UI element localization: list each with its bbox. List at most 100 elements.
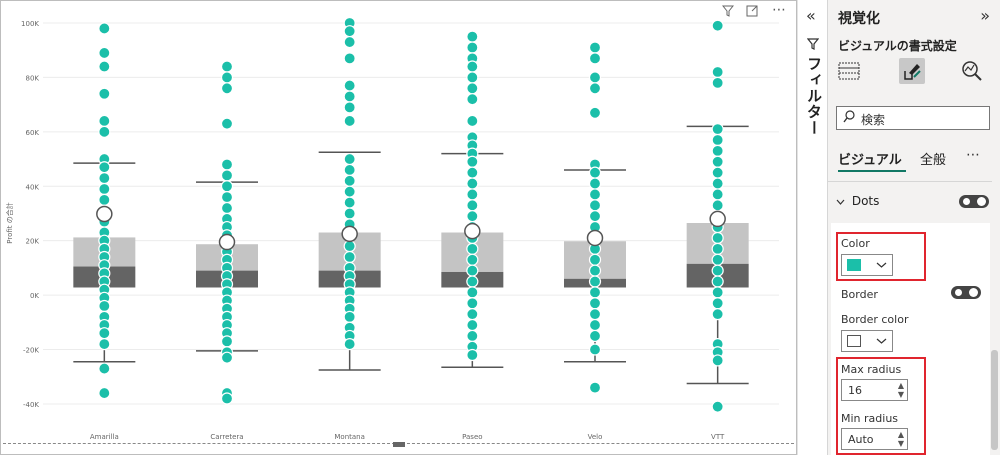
data-point [343,207,356,220]
search-placeholder: 検索 [861,113,886,127]
data-point [588,275,602,288]
data-point [588,286,602,299]
x-tick-label: Paseo [462,433,482,441]
pane-scrollbar[interactable] [991,350,998,450]
data-point [343,114,356,128]
y-tick-label: 20K [26,238,40,246]
min-radius-label: Min radius [841,412,899,425]
report-canvas: ⋯ -40K -20K 0K 20K 40K 60K 80K 100K Profit の合計 Am… [0,0,797,455]
data-point [466,30,479,43]
y-tick-label: -40K [23,401,39,409]
box-plot-visual[interactable]: -40K -20K 0K 20K 40K 60K 80K 100K Profit の合計 Amar… [3,5,794,445]
funnel-icon [806,38,820,54]
data-point [98,182,111,196]
min-radius-input[interactable]: Auto ▲ ▼ [841,428,908,450]
data-point [711,253,724,266]
dots-toggle[interactable] [959,195,989,208]
build-visual-icon[interactable] [836,58,862,84]
more-options-icon[interactable]: ⋯ [966,147,980,163]
data-point [711,155,724,168]
analytics-icon[interactable] [959,58,985,84]
data-point [343,196,356,209]
data-point [588,177,602,190]
data-point [98,362,111,375]
data-point [220,60,234,73]
y-tick-label: -20K [23,347,39,355]
data-point [711,65,724,79]
data-point [588,188,602,201]
mean-marker [586,229,604,247]
data-point [343,240,356,253]
data-point [588,381,602,394]
data-point [588,329,602,343]
border-toggle[interactable] [951,286,981,299]
max-radius-value: 16 [848,384,862,397]
format-visual-icon[interactable] [899,58,925,84]
collapse-pane-icon[interactable]: » [980,6,990,25]
data-point [588,210,602,223]
tab-visual[interactable]: ビジュアル [838,153,902,168]
focus-mode-icon[interactable] [746,5,758,20]
data-point [466,71,479,84]
data-point [588,71,602,84]
data-point [343,152,356,166]
data-point [343,35,356,49]
active-tab-indicator [838,170,906,172]
data-point [711,275,724,288]
more-options-icon[interactable]: ⋯ [772,2,787,18]
mean-marker [464,222,481,240]
expand-filters-icon[interactable]: « [806,6,816,25]
x-tick-label: VTT [711,433,725,441]
mean-marker [341,225,358,243]
tab-general[interactable]: 全般 [920,153,947,168]
data-point [98,386,111,400]
data-point [711,354,724,367]
color-picker[interactable] [841,254,893,276]
format-visual-heading: ビジュアルの書式設定 [838,39,957,53]
data-point [466,114,479,128]
data-point [711,199,724,212]
data-point [466,242,479,255]
search-icon [843,110,855,127]
data-point [343,337,356,351]
mean-marker [218,233,236,251]
filter-icon[interactable] [721,5,735,20]
data-point [220,158,234,171]
data-point [343,250,356,264]
border-color-picker[interactable] [841,330,893,352]
border-color-swatch [847,335,861,347]
data-point [343,174,356,187]
stepper-arrows-icon[interactable]: ▲ ▼ [897,430,904,448]
data-point [588,343,602,356]
data-point [98,172,111,185]
data-point [466,166,479,179]
data-point [711,188,724,201]
max-radius-input[interactable]: 16 ▲ ▼ [841,379,908,401]
filters-label[interactable]: フィルター [805,56,823,136]
mean-marker [709,210,726,228]
stepper-arrows-icon[interactable]: ▲ ▼ [897,381,904,399]
filters-pane-collapsed[interactable]: « フィルター [797,0,828,455]
data-point [343,310,356,323]
x-tick-label: Carretera [210,433,243,441]
chevron-down-icon [876,333,887,352]
section-dots-header[interactable]: Dots [836,194,879,208]
data-point [588,253,602,266]
data-point [466,210,479,223]
data-point [711,123,724,136]
max-radius-label: Max radius [841,363,902,376]
highlight-radius-box [836,357,926,455]
y-tick-label: 40K [26,183,40,191]
data-point [220,169,234,182]
border-color-label: Border color [841,313,909,326]
data-point [711,286,724,299]
resize-handle[interactable] [393,442,405,447]
data-point [220,351,234,364]
data-point [588,52,602,65]
data-point [98,299,111,313]
data-point [466,286,479,299]
data-point [343,101,356,114]
data-point [588,166,602,179]
search-input[interactable]: 検索 [836,106,990,130]
x-tick-label: Velo [588,433,603,441]
